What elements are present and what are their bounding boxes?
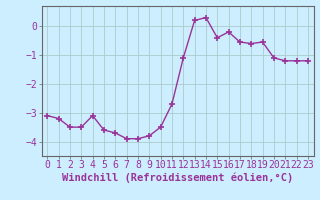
X-axis label: Windchill (Refroidissement éolien,°C): Windchill (Refroidissement éolien,°C) — [62, 173, 293, 183]
